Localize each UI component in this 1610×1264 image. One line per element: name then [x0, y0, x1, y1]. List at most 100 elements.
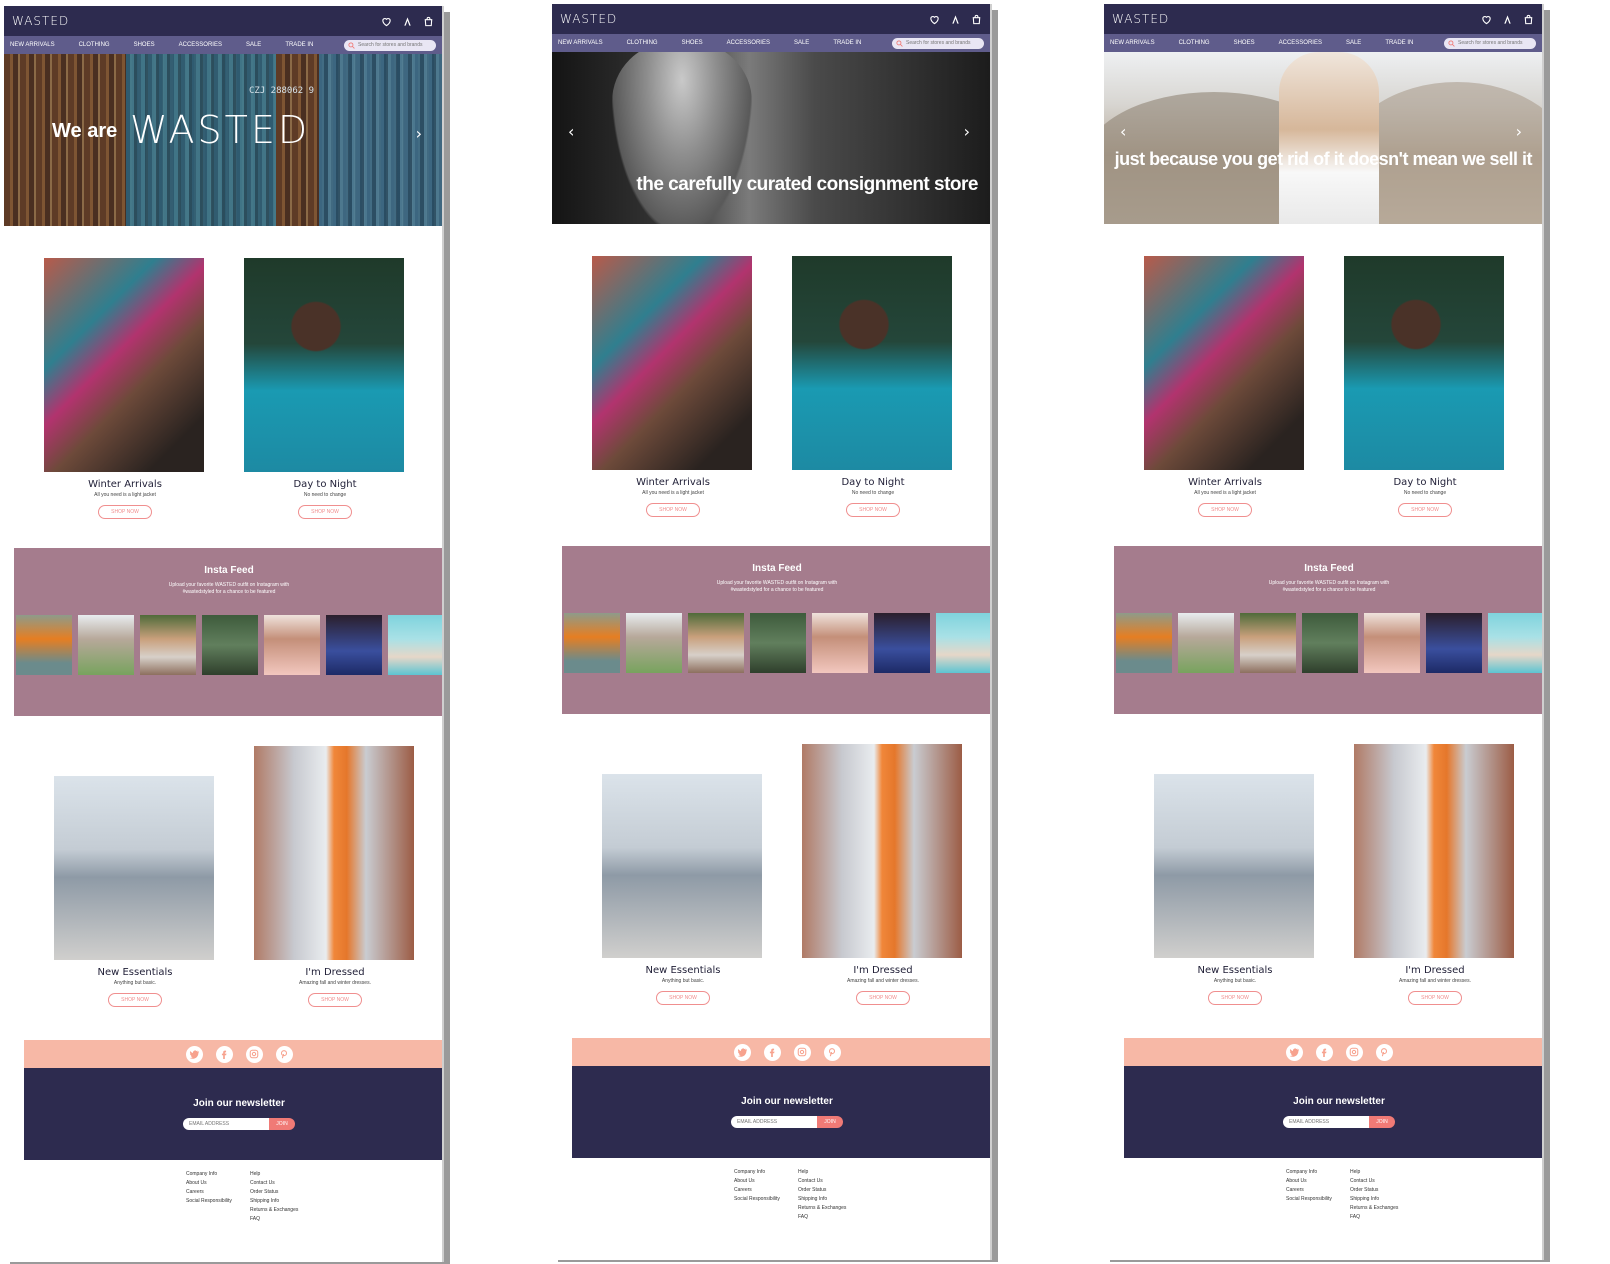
- day-to-night-image[interactable]: [792, 256, 952, 470]
- account-icon[interactable]: [402, 16, 413, 27]
- search-box[interactable]: [344, 39, 436, 51]
- bag-icon[interactable]: [423, 16, 434, 27]
- shop-now-button[interactable]: SHOP NOW: [1398, 503, 1452, 517]
- new-essentials-image[interactable]: [54, 776, 214, 960]
- nav-trade-in[interactable]: TRADE IN: [1385, 40, 1414, 46]
- nav-trade-in[interactable]: TRADE IN: [833, 40, 862, 46]
- footer-link[interactable]: Returns & Exchanges: [1350, 1205, 1399, 1211]
- day-to-night-image[interactable]: [244, 258, 404, 472]
- join-button[interactable]: JOIN: [269, 1118, 295, 1130]
- insta-photo[interactable]: [874, 613, 930, 673]
- shop-now-button[interactable]: SHOP NOW: [646, 503, 700, 517]
- im-dressed-image[interactable]: [802, 744, 962, 958]
- nav-new-arrivals[interactable]: NEW ARRIVALS: [10, 42, 55, 48]
- insta-photo[interactable]: [1364, 613, 1420, 673]
- chevron-right-icon[interactable]: ›: [1515, 122, 1522, 141]
- footer-link[interactable]: Social Responsibility: [1286, 1196, 1332, 1202]
- insta-photo[interactable]: [1116, 613, 1172, 673]
- nav-trade-in[interactable]: TRADE IN: [285, 42, 314, 48]
- insta-photo[interactable]: [564, 613, 620, 673]
- search-input[interactable]: [1458, 40, 1532, 46]
- nav-accessories[interactable]: ACCESSORIES: [178, 42, 222, 48]
- twitter-icon[interactable]: [1285, 1043, 1303, 1061]
- shop-now-button[interactable]: SHOP NOW: [108, 993, 162, 1007]
- footer-link[interactable]: Returns & Exchanges: [250, 1207, 299, 1213]
- insta-photo[interactable]: [264, 615, 320, 675]
- nav-sale[interactable]: SALE: [245, 42, 262, 48]
- footer-link[interactable]: Careers: [1286, 1187, 1304, 1193]
- footer-link[interactable]: Contact Us: [798, 1178, 823, 1184]
- footer-link[interactable]: Company Info: [186, 1171, 218, 1177]
- insta-photo[interactable]: [1178, 613, 1234, 673]
- facebook-icon[interactable]: [763, 1043, 781, 1061]
- footer-link[interactable]: Social Responsibility: [186, 1198, 232, 1204]
- footer-link[interactable]: Order Status: [1350, 1187, 1379, 1193]
- new-essentials-image[interactable]: [602, 774, 762, 958]
- facebook-icon[interactable]: [1315, 1043, 1333, 1061]
- account-icon[interactable]: [950, 14, 961, 25]
- insta-photo[interactable]: [688, 613, 744, 673]
- search-input[interactable]: [358, 42, 432, 48]
- bag-icon[interactable]: [1523, 14, 1534, 25]
- nav-shoes[interactable]: SHOES: [1233, 40, 1255, 46]
- insta-photo[interactable]: [326, 615, 382, 675]
- nav-clothing[interactable]: CLOTHING: [626, 40, 658, 46]
- footer-link[interactable]: FAQ: [1350, 1214, 1361, 1220]
- footer-link[interactable]: FAQ: [250, 1216, 261, 1222]
- insta-photo[interactable]: [936, 613, 990, 673]
- footer-link[interactable]: Shipping Info: [1350, 1196, 1380, 1202]
- footer-link[interactable]: About Us: [734, 1178, 755, 1184]
- twitter-icon[interactable]: [185, 1045, 203, 1063]
- site-logo[interactable]: WASTED: [1112, 12, 1170, 26]
- insta-photo[interactable]: [140, 615, 196, 675]
- shop-now-button[interactable]: SHOP NOW: [856, 991, 910, 1005]
- footer-link[interactable]: Careers: [734, 1187, 752, 1193]
- instagram-icon[interactable]: [1345, 1043, 1363, 1061]
- footer-link[interactable]: Help: [250, 1171, 261, 1177]
- footer-link[interactable]: Help: [1350, 1169, 1361, 1175]
- search-input[interactable]: [906, 40, 980, 46]
- insta-photo[interactable]: [750, 613, 806, 673]
- footer-link[interactable]: Order Status: [798, 1187, 827, 1193]
- site-logo[interactable]: WASTED: [12, 14, 70, 28]
- insta-photo[interactable]: [16, 615, 72, 675]
- shop-now-button[interactable]: SHOP NOW: [298, 505, 352, 519]
- heart-icon[interactable]: [929, 14, 940, 25]
- join-button[interactable]: JOIN: [1369, 1116, 1395, 1128]
- search-box[interactable]: [1444, 37, 1536, 49]
- footer-link[interactable]: Help: [798, 1169, 809, 1175]
- chevron-right-icon[interactable]: ›: [415, 124, 422, 143]
- nav-accessories[interactable]: ACCESSORIES: [726, 40, 770, 46]
- footer-link[interactable]: Shipping Info: [798, 1196, 828, 1202]
- pinterest-icon[interactable]: [1375, 1043, 1393, 1061]
- footer-link[interactable]: Contact Us: [250, 1180, 275, 1186]
- footer-link[interactable]: Contact Us: [1350, 1178, 1375, 1184]
- account-icon[interactable]: [1502, 14, 1513, 25]
- facebook-icon[interactable]: [215, 1045, 233, 1063]
- heart-icon[interactable]: [381, 16, 392, 27]
- email-field[interactable]: [1283, 1116, 1369, 1128]
- instagram-icon[interactable]: [793, 1043, 811, 1061]
- nav-sale[interactable]: SALE: [1345, 40, 1362, 46]
- nav-clothing[interactable]: CLOTHING: [78, 42, 110, 48]
- footer-link[interactable]: Social Responsibility: [734, 1196, 780, 1202]
- nav-new-arrivals[interactable]: NEW ARRIVALS: [558, 40, 603, 46]
- pinterest-icon[interactable]: [823, 1043, 841, 1061]
- site-logo[interactable]: WASTED: [560, 12, 618, 26]
- new-essentials-image[interactable]: [1154, 774, 1314, 958]
- heart-icon[interactable]: [1481, 14, 1492, 25]
- join-button[interactable]: JOIN: [817, 1116, 843, 1128]
- shop-now-button[interactable]: SHOP NOW: [1208, 991, 1262, 1005]
- email-field[interactable]: [183, 1118, 269, 1130]
- insta-photo[interactable]: [626, 613, 682, 673]
- insta-photo[interactable]: [1426, 613, 1482, 673]
- instagram-icon[interactable]: [245, 1045, 263, 1063]
- insta-photo[interactable]: [78, 615, 134, 675]
- chevron-right-icon[interactable]: ›: [963, 122, 970, 141]
- shop-now-button[interactable]: SHOP NOW: [656, 991, 710, 1005]
- insta-photo[interactable]: [1240, 613, 1296, 673]
- chevron-left-icon[interactable]: ‹: [1120, 122, 1127, 141]
- footer-link[interactable]: Company Info: [734, 1169, 766, 1175]
- footer-link[interactable]: Shipping Info: [250, 1198, 280, 1204]
- twitter-icon[interactable]: [733, 1043, 751, 1061]
